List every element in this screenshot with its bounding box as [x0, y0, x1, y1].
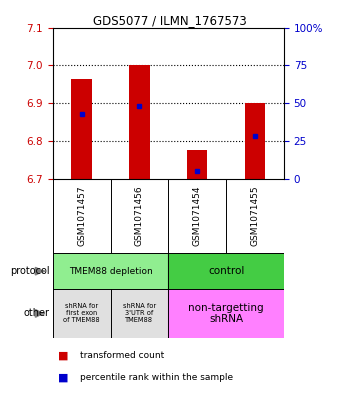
Bar	[187, 151, 207, 179]
Text: GSM1071457: GSM1071457	[77, 186, 86, 246]
Bar	[71, 79, 92, 179]
Bar	[53, 289, 110, 338]
Text: percentile rank within the sample: percentile rank within the sample	[80, 373, 233, 382]
Bar	[110, 289, 168, 338]
Bar	[168, 289, 284, 338]
Text: GSM1071456: GSM1071456	[135, 186, 144, 246]
Text: GDS5077 / ILMN_1767573: GDS5077 / ILMN_1767573	[93, 14, 247, 27]
Text: TMEM88 depletion: TMEM88 depletion	[69, 267, 152, 275]
Text: GSM1071454: GSM1071454	[193, 186, 202, 246]
Text: ■: ■	[58, 351, 68, 361]
Text: shRNA for
3'UTR of
TMEM88: shRNA for 3'UTR of TMEM88	[123, 303, 156, 323]
Text: protocol: protocol	[10, 266, 49, 276]
Bar	[129, 65, 150, 179]
Text: control: control	[208, 266, 244, 276]
Bar	[53, 253, 168, 289]
Bar	[168, 253, 284, 289]
Bar	[245, 103, 265, 179]
Text: ■: ■	[58, 372, 68, 382]
Text: other: other	[23, 309, 49, 318]
Text: shRNA for
first exon
of TMEM88: shRNA for first exon of TMEM88	[63, 303, 100, 323]
Text: non-targetting
shRNA: non-targetting shRNA	[188, 303, 264, 324]
Text: transformed count: transformed count	[80, 351, 164, 360]
Text: GSM1071455: GSM1071455	[251, 186, 259, 246]
